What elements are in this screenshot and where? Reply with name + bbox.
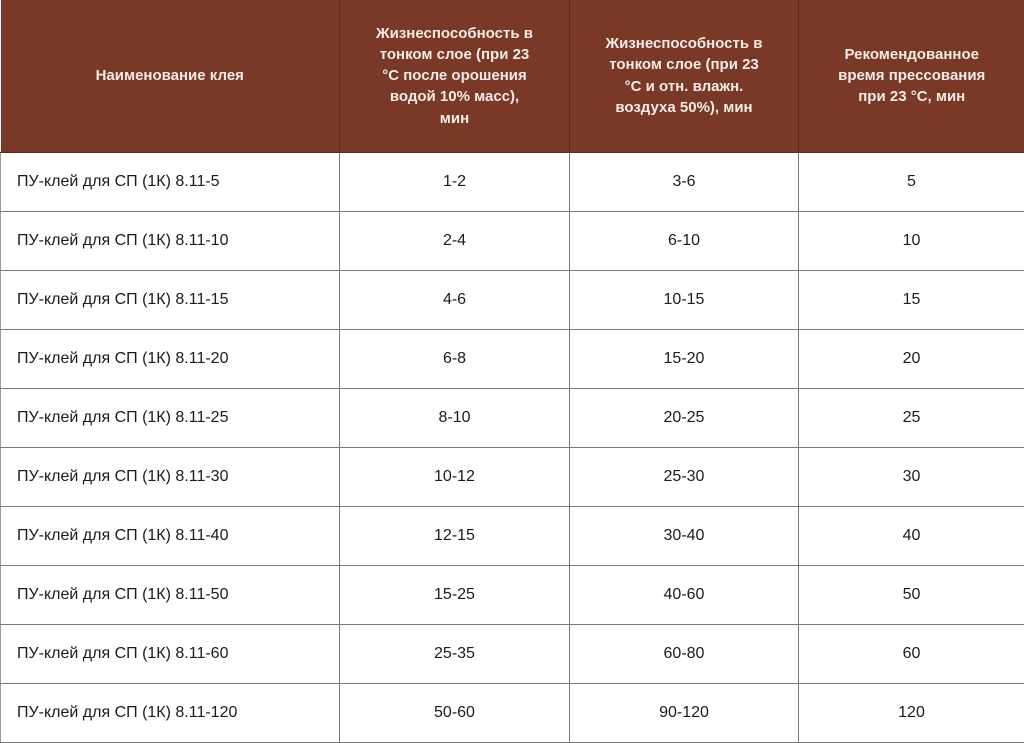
column-header-press_time: Рекомендованное время прессования при 23 °… bbox=[798, 0, 1024, 153]
column-header-line: воздуха 50%), мин bbox=[615, 99, 753, 117]
cell-press_time: 60 bbox=[798, 623, 1024, 684]
cell-pot_life_water: 10-12 bbox=[339, 446, 570, 507]
column-header-line: при 23 °С, мин bbox=[858, 88, 966, 106]
cell-name: ПУ-клей для СП (1К) 8.11-5 bbox=[0, 151, 340, 212]
cell-pot_life_humidity: 25-30 bbox=[569, 446, 799, 507]
column-header-line: время прессования bbox=[838, 67, 986, 85]
table-row: ПУ-клей для СП (1К) 8.11-20 6-8 15-20 20 bbox=[0, 328, 1024, 389]
cell-press_time: 10 bbox=[798, 210, 1024, 271]
cell-pot_life_humidity: 90-120 bbox=[569, 682, 799, 743]
table-row: ПУ-клей для СП (1К) 8.11-10 2-4 6-10 10 bbox=[0, 210, 1024, 271]
cell-press_time: 20 bbox=[798, 328, 1024, 389]
cell-name: ПУ-клей для СП (1К) 8.11-10 bbox=[0, 210, 340, 271]
column-header-line: °С и отн. влажн. bbox=[624, 77, 744, 95]
cell-pot_life_water: 50-60 bbox=[339, 682, 570, 743]
column-header-line: Рекомендованное bbox=[844, 45, 979, 63]
column-header-line: Жизнеспособность в bbox=[605, 35, 763, 53]
cell-pot_life_humidity: 15-20 bbox=[569, 328, 799, 389]
column-header-line: тонком слое (при 23 bbox=[379, 45, 530, 63]
cell-pot_life_humidity: 40-60 bbox=[569, 564, 799, 625]
column-header-name: Наименование клея bbox=[0, 0, 340, 153]
column-header-pot_life_water: Жизнеспособность в тонком слое (при 23 °С … bbox=[339, 0, 570, 153]
cell-name: ПУ-клей для СП (1К) 8.11-30 bbox=[0, 446, 340, 507]
cell-name: ПУ-клей для СП (1К) 8.11-25 bbox=[0, 387, 340, 448]
cell-press_time: 5 bbox=[798, 151, 1024, 212]
column-header-line: Наименование клея bbox=[95, 67, 244, 85]
table-row: ПУ-клей для СП (1К) 8.11-60 25-35 60-80 60 bbox=[0, 623, 1024, 684]
cell-press_time: 15 bbox=[798, 269, 1024, 330]
table-row: ПУ-клей для СП (1К) 8.11-50 15-25 40-60 50 bbox=[0, 564, 1024, 625]
table-body: ПУ-клей для СП (1К) 8.11-5 1-2 3-6 5 ПУ-клей… bbox=[0, 151, 1024, 743]
cell-pot_life_water: 2-4 bbox=[339, 210, 570, 271]
cell-pot_life_humidity: 3-6 bbox=[569, 151, 799, 212]
cell-press_time: 40 bbox=[798, 505, 1024, 566]
table-row: ПУ-клей для СП (1К) 8.11-15 4-6 10-15 15 bbox=[0, 269, 1024, 330]
cell-name: ПУ-клей для СП (1К) 8.11-40 bbox=[0, 505, 340, 566]
cell-pot_life_humidity: 60-80 bbox=[569, 623, 799, 684]
table-row: ПУ-клей для СП (1К) 8.11-40 12-15 30-40 40 bbox=[0, 505, 1024, 566]
cell-pot_life_water: 4-6 bbox=[339, 269, 570, 330]
column-header-line: тонком слое (при 23 bbox=[609, 56, 759, 74]
cell-press_time: 30 bbox=[798, 446, 1024, 507]
column-header-line: °С после орошения bbox=[382, 67, 527, 85]
table-row: ПУ-клей для СП (1К) 8.11-5 1-2 3-6 5 bbox=[0, 151, 1024, 212]
cell-pot_life_humidity: 10-15 bbox=[569, 269, 799, 330]
cell-name: ПУ-клей для СП (1К) 8.11-15 bbox=[0, 269, 340, 330]
table-row: ПУ-клей для СП (1К) 8.11-30 10-12 25-30 30 bbox=[0, 446, 1024, 507]
cell-press_time: 25 bbox=[798, 387, 1024, 448]
table-row: ПУ-клей для СП (1К) 8.11-120 50-60 90-120 1… bbox=[0, 682, 1024, 743]
cell-name: ПУ-клей для СП (1К) 8.11-60 bbox=[0, 623, 340, 684]
cell-pot_life_water: 8-10 bbox=[339, 387, 570, 448]
column-header-line: Жизнеспособность в bbox=[376, 24, 533, 42]
table-header: Наименование клея Жизнеспособность в тонко… bbox=[0, 0, 1024, 153]
cell-name: ПУ-клей для СП (1К) 8.11-20 bbox=[0, 328, 340, 389]
cell-pot_life_water: 15-25 bbox=[339, 564, 570, 625]
cell-name: ПУ-клей для СП (1К) 8.11-120 bbox=[0, 682, 340, 743]
cell-pot_life_humidity: 6-10 bbox=[569, 210, 799, 271]
column-header-pot_life_humidity: Жизнеспособность в тонком слое (при 23 °С … bbox=[569, 0, 799, 153]
cell-pot_life_humidity: 30-40 bbox=[569, 505, 799, 566]
cell-press_time: 50 bbox=[798, 564, 1024, 625]
column-header-line: мин bbox=[439, 109, 470, 127]
cell-pot_life_water: 12-15 bbox=[339, 505, 570, 566]
cell-pot_life_water: 25-35 bbox=[339, 623, 570, 684]
cell-pot_life_water: 6-8 bbox=[339, 328, 570, 389]
cell-pot_life_humidity: 20-25 bbox=[569, 387, 799, 448]
table-row: ПУ-клей для СП (1К) 8.11-25 8-10 20-25 25 bbox=[0, 387, 1024, 448]
column-header-line: водой 10% масс), bbox=[389, 88, 520, 106]
table-header-row: Наименование клея Жизнеспособность в тонко… bbox=[0, 0, 1024, 153]
cell-name: ПУ-клей для СП (1К) 8.11-50 bbox=[0, 564, 340, 625]
cell-pot_life_water: 1-2 bbox=[339, 151, 570, 212]
cell-press_time: 120 bbox=[798, 682, 1024, 743]
